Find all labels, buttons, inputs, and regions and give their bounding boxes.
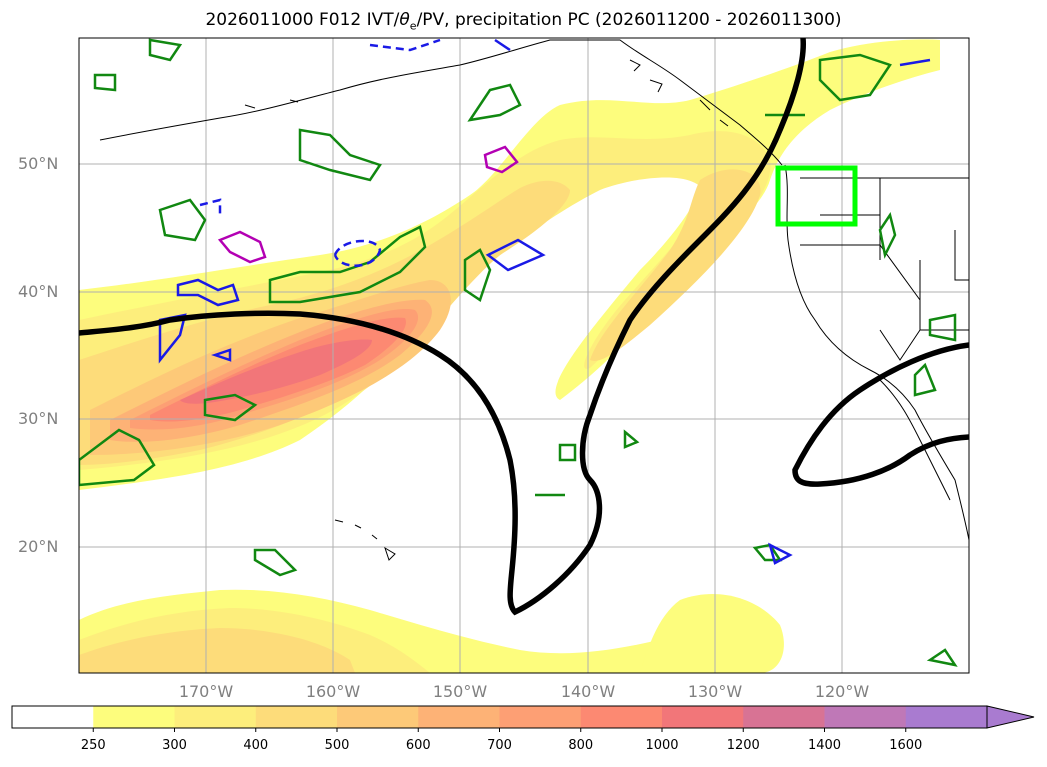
colorbar-label: 400 xyxy=(243,738,269,753)
na-west-coast xyxy=(784,164,969,541)
colorbar-label: 1400 xyxy=(807,738,842,753)
colorbar-label: 1200 xyxy=(726,738,760,753)
alaska-islands xyxy=(244,59,729,127)
colorbar-swatch xyxy=(905,706,988,728)
alaska-coast xyxy=(99,39,783,166)
colorbar-swatch xyxy=(93,706,175,728)
coastlines xyxy=(99,39,969,561)
ivt-map xyxy=(78,37,970,674)
lon-label-120w: 120°W xyxy=(814,682,870,701)
colorbar-label: 700 xyxy=(487,738,512,753)
colorbar-label: 300 xyxy=(162,738,187,753)
ivt-shading xyxy=(79,39,940,673)
lon-label-140w: 140°W xyxy=(560,682,616,701)
colorbar-label: 600 xyxy=(405,738,431,753)
theta-e-contours xyxy=(79,38,958,667)
hawaii xyxy=(334,519,396,561)
state-borders xyxy=(800,178,969,361)
colorbar-swatch xyxy=(824,706,907,728)
colorbar-swatch xyxy=(174,706,257,728)
colorbar-swatch xyxy=(418,706,500,728)
lat-label-50: 50°N xyxy=(18,154,59,173)
colorbar-swatch xyxy=(499,706,582,728)
lat-label-40: 40°N xyxy=(18,282,59,301)
colorbar xyxy=(11,705,1035,732)
lon-label-150w: 150°W xyxy=(432,682,488,701)
colorbar-swatch xyxy=(337,706,419,728)
colorbar-extend-arrow xyxy=(986,705,1035,729)
colorbar-swatch xyxy=(580,706,663,728)
graticule xyxy=(79,38,969,673)
ivt-400-south xyxy=(79,628,355,673)
map-frame xyxy=(78,37,970,674)
lon-label-170w: 170°W xyxy=(178,682,234,701)
baja-coast xyxy=(879,379,951,501)
colorbar-swatch xyxy=(12,706,94,728)
colorbar-label: 1000 xyxy=(645,738,679,753)
magenta-contours xyxy=(217,145,519,264)
colorbar-swatch xyxy=(255,706,338,728)
colorbar-label: 800 xyxy=(568,738,594,753)
map-title: 2026011000 F012 IVT/θe/PV, precipitation… xyxy=(205,10,842,33)
colorbar-swatch xyxy=(743,706,825,728)
colorbar-label: 1600 xyxy=(889,738,923,753)
colorbar-swatch xyxy=(662,706,744,728)
pv-2-contour xyxy=(79,38,969,616)
ivt-1000-main xyxy=(180,339,372,404)
lon-label-130w: 130°W xyxy=(687,682,743,701)
lat-label-20: 20°N xyxy=(18,537,59,556)
lon-label-160w: 160°W xyxy=(305,682,361,701)
colorbar-label: 250 xyxy=(80,738,106,753)
target-region-box xyxy=(775,165,858,227)
colorbar-label: 500 xyxy=(324,738,350,753)
lat-label-30: 30°N xyxy=(18,409,59,428)
ivt-250-tail xyxy=(640,594,784,673)
